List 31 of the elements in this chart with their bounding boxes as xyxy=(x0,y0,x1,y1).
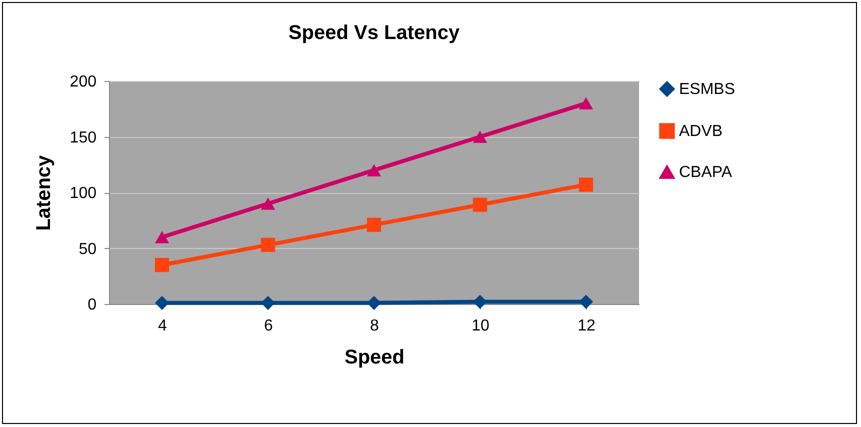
point xyxy=(260,238,276,252)
y-tick-label: 0 xyxy=(88,296,97,314)
point xyxy=(154,230,170,244)
point xyxy=(366,218,382,232)
y-axis-title: Latency xyxy=(32,154,55,231)
point xyxy=(472,130,488,143)
legend-label: ESMBS xyxy=(679,81,736,98)
x-tick-label: 4 xyxy=(158,318,168,334)
legend-label: CBAPA xyxy=(679,164,732,181)
y-tick-label: 200 xyxy=(70,74,97,90)
point xyxy=(578,178,594,192)
point xyxy=(472,294,488,309)
point xyxy=(578,294,594,309)
y-tick-label: 50 xyxy=(78,240,97,258)
x-tick-label: 12 xyxy=(578,318,596,334)
y-tick-label: 150 xyxy=(70,129,97,146)
point xyxy=(260,296,276,310)
x-tick-label: 6 xyxy=(264,318,274,334)
x-tick-label: 8 xyxy=(370,318,380,334)
point xyxy=(366,164,382,176)
point xyxy=(154,258,170,272)
point xyxy=(260,198,276,210)
x-tick-label: 10 xyxy=(472,318,490,334)
legend-label: ADVB xyxy=(679,123,723,140)
point xyxy=(578,97,594,110)
y-tick-label: 100 xyxy=(70,185,97,202)
point xyxy=(154,296,170,310)
chart-title: Speed Vs Latency xyxy=(288,22,460,44)
point xyxy=(472,198,488,212)
x-axis-title: Speed xyxy=(344,346,405,368)
point xyxy=(366,296,382,310)
